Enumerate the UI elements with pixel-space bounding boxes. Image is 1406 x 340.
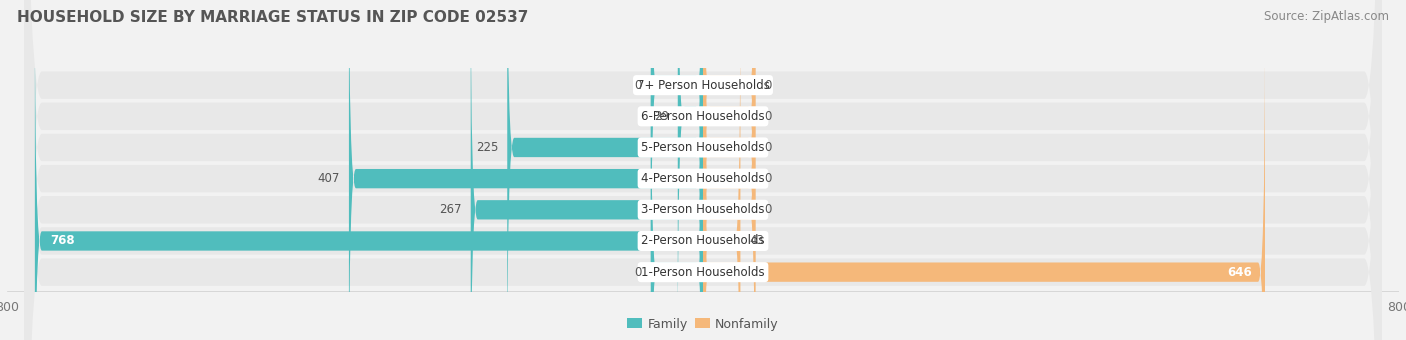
- FancyBboxPatch shape: [651, 32, 703, 340]
- FancyBboxPatch shape: [471, 0, 703, 340]
- Text: 2-Person Households: 2-Person Households: [641, 235, 765, 248]
- Text: 0: 0: [763, 141, 772, 154]
- FancyBboxPatch shape: [703, 0, 755, 340]
- Text: 0: 0: [763, 172, 772, 185]
- Text: 29: 29: [654, 110, 669, 123]
- FancyBboxPatch shape: [703, 0, 755, 325]
- FancyBboxPatch shape: [703, 0, 755, 340]
- Text: 0: 0: [763, 110, 772, 123]
- Text: 43: 43: [749, 235, 763, 248]
- Text: 0: 0: [634, 266, 643, 279]
- Legend: Family, Nonfamily: Family, Nonfamily: [623, 312, 783, 336]
- FancyBboxPatch shape: [24, 0, 1382, 340]
- Text: 0: 0: [763, 203, 772, 216]
- FancyBboxPatch shape: [703, 0, 755, 340]
- Text: 3-Person Households: 3-Person Households: [641, 203, 765, 216]
- Text: 407: 407: [318, 172, 340, 185]
- Text: 225: 225: [477, 141, 499, 154]
- Text: Source: ZipAtlas.com: Source: ZipAtlas.com: [1264, 10, 1389, 23]
- Text: HOUSEHOLD SIZE BY MARRIAGE STATUS IN ZIP CODE 02537: HOUSEHOLD SIZE BY MARRIAGE STATUS IN ZIP…: [17, 10, 529, 25]
- FancyBboxPatch shape: [678, 0, 703, 340]
- FancyBboxPatch shape: [508, 0, 703, 340]
- Text: 0: 0: [634, 79, 643, 92]
- FancyBboxPatch shape: [24, 0, 1382, 340]
- FancyBboxPatch shape: [703, 1, 741, 340]
- FancyBboxPatch shape: [703, 0, 755, 340]
- Text: 768: 768: [51, 235, 75, 248]
- FancyBboxPatch shape: [24, 0, 1382, 340]
- Text: 6-Person Households: 6-Person Households: [641, 110, 765, 123]
- FancyBboxPatch shape: [35, 1, 703, 340]
- FancyBboxPatch shape: [24, 0, 1382, 340]
- Text: 5-Person Households: 5-Person Households: [641, 141, 765, 154]
- FancyBboxPatch shape: [651, 0, 703, 325]
- Text: 646: 646: [1227, 266, 1251, 279]
- Text: 267: 267: [440, 203, 463, 216]
- FancyBboxPatch shape: [24, 0, 1382, 340]
- Text: 7+ Person Households: 7+ Person Households: [637, 79, 769, 92]
- FancyBboxPatch shape: [24, 0, 1382, 340]
- Text: 4-Person Households: 4-Person Households: [641, 172, 765, 185]
- Text: 1-Person Households: 1-Person Households: [641, 266, 765, 279]
- FancyBboxPatch shape: [24, 0, 1382, 340]
- Text: 0: 0: [763, 79, 772, 92]
- FancyBboxPatch shape: [703, 32, 1265, 340]
- FancyBboxPatch shape: [349, 0, 703, 340]
